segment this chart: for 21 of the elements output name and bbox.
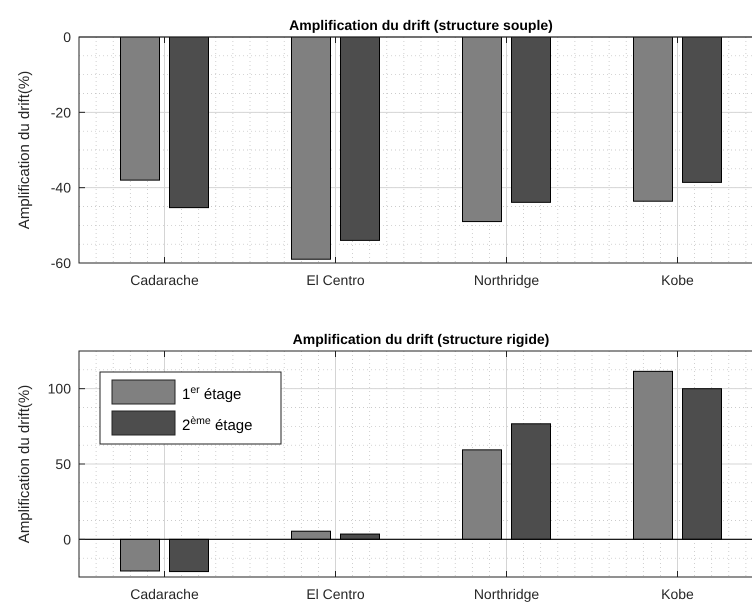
y-tick-label: 0 bbox=[63, 531, 72, 548]
y-tick-label: -20 bbox=[50, 104, 72, 120]
x-tick-label: El Centro bbox=[306, 272, 365, 288]
x-tick-label: Northridge bbox=[474, 272, 540, 288]
x-tick-label: Kobe bbox=[661, 272, 694, 288]
legend-label: 2$^{ème}$ étage bbox=[182, 415, 252, 434]
y-tick-label: 0 bbox=[63, 29, 72, 45]
chart-title: Amplification du drift (structure rigide) bbox=[292, 331, 550, 347]
y-tick-label: -40 bbox=[50, 180, 72, 196]
y-axis-title: Amplification du drift(%) bbox=[16, 384, 33, 544]
chart-title: Amplification du drift (structure souple) bbox=[289, 17, 553, 33]
x-tick-label: El Centro bbox=[306, 586, 365, 602]
y-axis-title: Amplification du drift(%) bbox=[16, 70, 33, 230]
y-tick-label: -60 bbox=[50, 255, 72, 271]
x-tick-label: Northridge bbox=[474, 586, 540, 602]
x-tick-label: Cadarache bbox=[130, 586, 199, 602]
x-tick-label: Kobe bbox=[661, 586, 694, 602]
x-tick-label: Cadarache bbox=[130, 272, 199, 288]
legend-label: 1$^{er}$ étage bbox=[182, 384, 242, 403]
y-tick-label: 50 bbox=[55, 456, 72, 472]
y-tick-label: 100 bbox=[48, 380, 72, 397]
